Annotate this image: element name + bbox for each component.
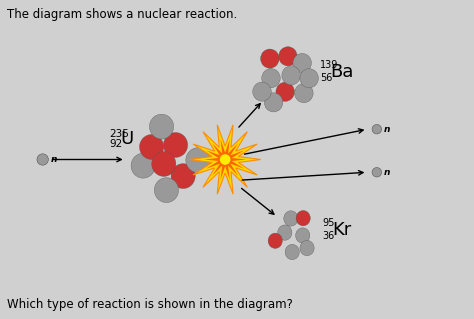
Ellipse shape [285, 244, 299, 260]
Polygon shape [190, 125, 261, 194]
Text: U: U [121, 130, 134, 148]
Ellipse shape [152, 152, 176, 176]
Ellipse shape [149, 114, 173, 139]
Ellipse shape [372, 124, 382, 134]
Ellipse shape [296, 228, 310, 243]
Ellipse shape [262, 69, 280, 88]
Ellipse shape [372, 167, 382, 177]
Ellipse shape [300, 241, 314, 256]
Ellipse shape [293, 53, 311, 72]
Ellipse shape [282, 66, 301, 85]
Text: 235: 235 [109, 129, 129, 139]
Polygon shape [204, 139, 246, 180]
Text: 95: 95 [322, 219, 335, 228]
Ellipse shape [295, 84, 313, 103]
Ellipse shape [279, 47, 297, 66]
Ellipse shape [131, 153, 155, 178]
Text: Ba: Ba [330, 63, 354, 81]
Ellipse shape [155, 178, 179, 203]
Ellipse shape [37, 154, 48, 165]
Text: 56: 56 [320, 73, 332, 83]
Text: Which type of reaction is shown in the diagram?: Which type of reaction is shown in the d… [7, 298, 293, 311]
Ellipse shape [171, 164, 195, 189]
Ellipse shape [264, 93, 283, 112]
Ellipse shape [276, 82, 294, 101]
Text: n: n [51, 155, 57, 164]
Text: n: n [384, 125, 390, 134]
Text: 139: 139 [320, 60, 338, 70]
Ellipse shape [220, 154, 230, 165]
Ellipse shape [300, 69, 319, 88]
Ellipse shape [186, 148, 210, 173]
Text: The diagram shows a nuclear reaction.: The diagram shows a nuclear reaction. [7, 8, 237, 21]
Ellipse shape [284, 211, 298, 226]
Ellipse shape [261, 49, 279, 68]
Text: n: n [384, 168, 390, 177]
Ellipse shape [139, 135, 164, 160]
Text: 92: 92 [109, 139, 122, 149]
Ellipse shape [253, 82, 271, 101]
Ellipse shape [164, 132, 188, 157]
Text: Kr: Kr [333, 221, 352, 239]
Text: 36: 36 [322, 231, 335, 241]
Ellipse shape [278, 225, 292, 240]
Ellipse shape [268, 233, 283, 249]
Ellipse shape [296, 211, 310, 226]
